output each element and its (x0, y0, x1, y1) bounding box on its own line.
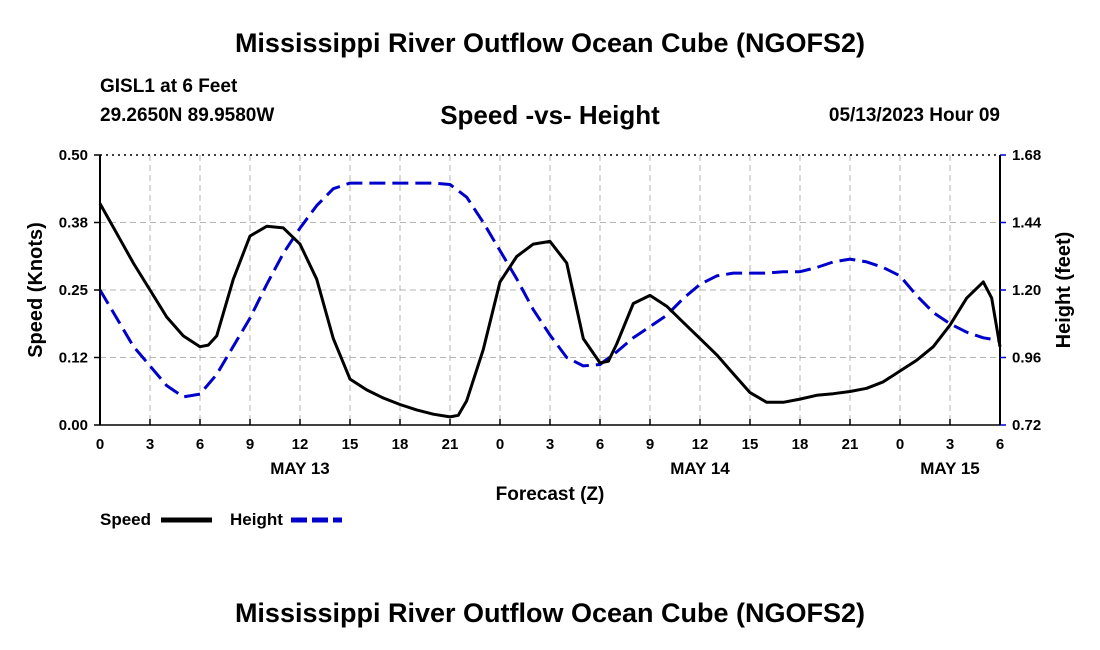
y2-tick-label: 1.20 (1012, 282, 1041, 299)
x-tick-label: 21 (442, 436, 459, 453)
x-tick-label: 6 (996, 436, 1004, 453)
x-tick-label: 18 (392, 436, 409, 453)
x-tick-label: 6 (596, 436, 604, 453)
y2-tick-label: 0.72 (1012, 417, 1041, 434)
x-tick-label: 3 (546, 436, 554, 453)
axis-labels: Forecast (Z) Speed (Knots) Height (feet) (25, 222, 1075, 505)
date-label: MAY 13 (270, 459, 330, 478)
plot-title: Speed -vs- Height (440, 100, 660, 130)
bottom-title: Mississippi River Outflow Ocean Cube (NG… (234, 598, 866, 628)
x-tick-label: 3 (146, 436, 154, 453)
legend-label-speed: Speed (100, 510, 151, 529)
series-lines (98, 181, 1002, 419)
y2-axis-label: Height (feet) (1053, 232, 1075, 349)
x-tick-label: 15 (742, 436, 759, 453)
date-label: MAY 14 (670, 459, 730, 478)
y2-tick-label: 1.68 (1012, 147, 1041, 164)
series-line-speed (98, 202, 1002, 419)
forecast-timestamp: 05/13/2023 Hour 09 (828, 105, 1000, 126)
y-tick-label: 0.50 (59, 147, 88, 164)
x-tick-label: 9 (246, 436, 254, 453)
y-tick-label: 0.00 (59, 417, 88, 434)
x-tick-label: 0 (96, 436, 104, 453)
y-tick-label: 0.12 (59, 350, 88, 367)
y-axis-label: Speed (Knots) (25, 222, 47, 358)
y-tick-label: 0.25 (59, 282, 88, 299)
x-tick-label: 0 (896, 436, 904, 453)
y2-tick-label: 0.96 (1012, 350, 1041, 367)
x-tick-label: 6 (196, 436, 204, 453)
axes: 0 3 6 9 12 15 18 21 0 3 6 9 12 15 18 21 0 3 6 MAY 13 MAY 14 M… (59, 147, 1042, 478)
x-tick-label: 15 (342, 436, 359, 453)
legend: Speed Height (100, 510, 342, 529)
x-tick-label: 3 (946, 436, 954, 453)
main-title: Mississippi River Outflow Ocean Cube (NG… (234, 28, 866, 58)
station-coordinates: 29.2650N 89.9580W (100, 105, 275, 126)
x-tick-label: 12 (692, 436, 709, 453)
x-tick-label: 9 (646, 436, 654, 453)
y-tick-label: 0.38 (59, 215, 88, 232)
date-label: MAY 15 (920, 459, 980, 478)
legend-label-height: Height (230, 510, 283, 529)
x-tick-label: 18 (792, 436, 809, 453)
x-tick-label: 12 (292, 436, 309, 453)
grid-lines (100, 154, 1000, 425)
x-axis-label: Forecast (Z) (496, 484, 605, 505)
series-line-height (98, 181, 1001, 399)
x-tick-label: 0 (496, 436, 504, 453)
station-name: GISL1 at 6 Feet (100, 76, 238, 97)
x-tick-label: 21 (842, 436, 859, 453)
y2-tick-label: 1.44 (1012, 215, 1042, 232)
